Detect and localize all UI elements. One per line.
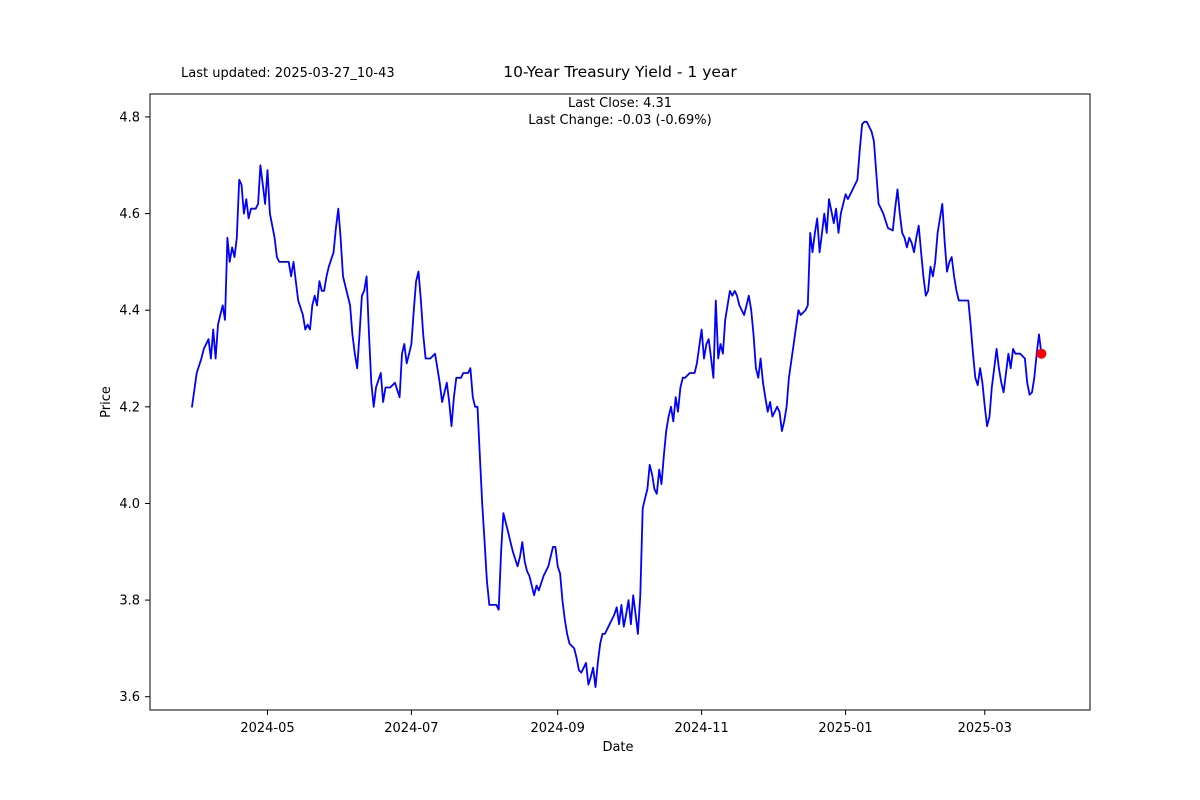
y-tick-label: 4.2 xyxy=(119,400,140,415)
y-tick-label: 4.4 xyxy=(119,304,140,319)
plot-border xyxy=(149,93,1091,711)
subtitle-last-change: Last Change: -0.03 (-0.69%) xyxy=(528,113,712,128)
y-tick-label: 3.6 xyxy=(119,690,140,705)
x-tick-label: 2025-03 xyxy=(958,721,1012,736)
last-price-marker xyxy=(1036,348,1047,359)
x-tick-label: 2024-09 xyxy=(531,721,585,736)
last-updated-text: Last updated: 2025-03-27_10-43 xyxy=(181,66,395,81)
x-tick-label: 2025-01 xyxy=(818,721,872,736)
y-tick-label: 4.6 xyxy=(119,207,140,222)
y-axis-label: Price xyxy=(99,386,114,418)
y-tick-label: 4.8 xyxy=(119,110,140,125)
x-axis-label: Date xyxy=(602,740,633,755)
subtitle-last-close: Last Close: 4.31 xyxy=(567,96,673,111)
x-axis-ticks: 2024-05 2024-07 2024-09 2024-11 2025-01 2025-… xyxy=(240,710,1012,736)
chart-subtitle: Last Close: 4.31 Last Change: -0.03 (-0.… xyxy=(150,95,1090,129)
price-line xyxy=(191,120,1043,688)
y-tick-label: 4.0 xyxy=(119,497,140,512)
y-tick-label: 3.8 xyxy=(119,594,140,609)
y-axis-ticks: 3.6 3.8 4.0 4.2 4.4 4.6 4.8 xyxy=(119,110,150,705)
x-tick-label: 2024-07 xyxy=(384,721,438,736)
x-tick-label: 2024-05 xyxy=(240,721,294,736)
x-tick-label: 2024-11 xyxy=(674,721,728,736)
chart-title: 10-Year Treasury Yield - 1 year xyxy=(503,63,737,81)
